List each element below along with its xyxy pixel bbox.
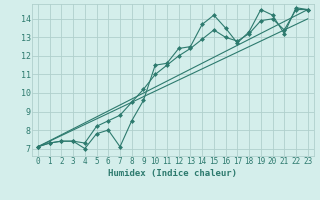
X-axis label: Humidex (Indice chaleur): Humidex (Indice chaleur) — [108, 169, 237, 178]
